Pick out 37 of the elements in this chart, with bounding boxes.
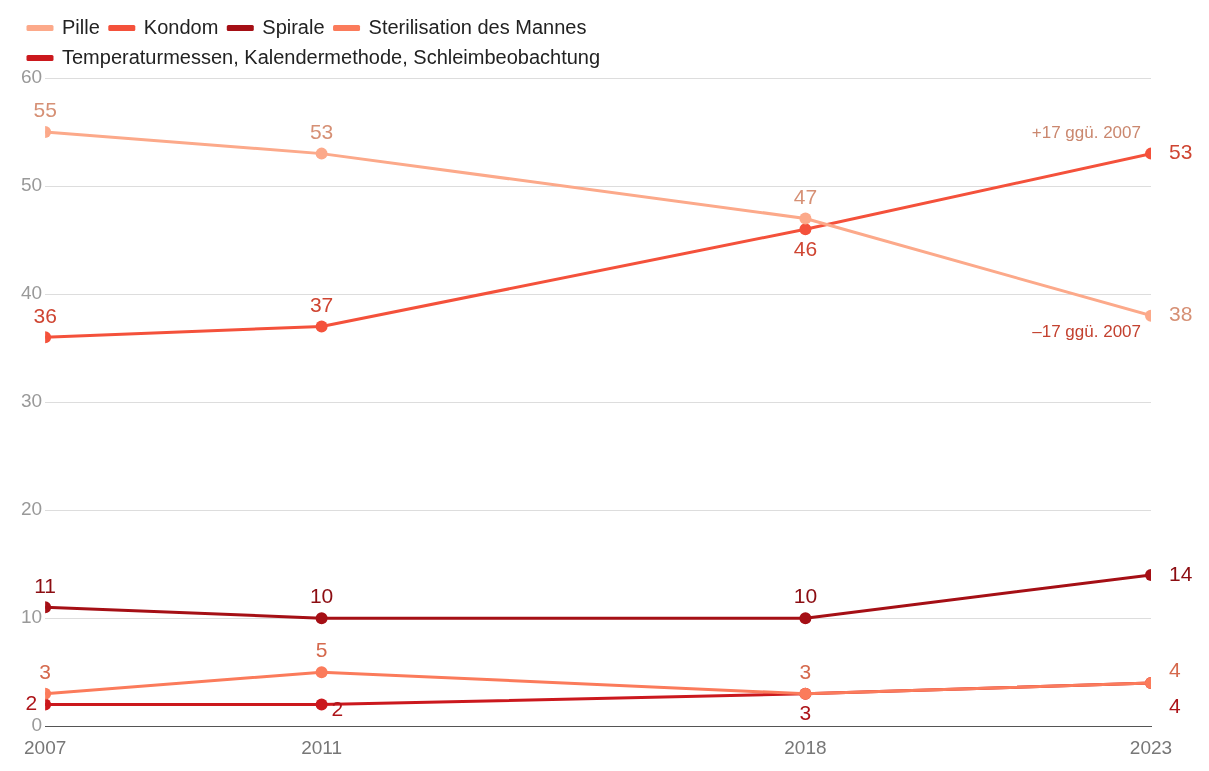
y-tick-label: 0: [31, 714, 43, 736]
data-label: 55: [33, 98, 57, 122]
data-label: 2: [25, 691, 38, 715]
data-label: 4: [1169, 657, 1181, 681]
annotation: +17 ggü. 2007: [1031, 122, 1141, 142]
x-tick-label: 2011: [301, 736, 343, 758]
data-label: 38: [1169, 302, 1193, 326]
legend-label: Pille: [62, 15, 100, 38]
legend-label: Kondom: [143, 15, 219, 38]
y-tick-label: 40: [20, 282, 43, 304]
y-tick-label: 10: [20, 606, 43, 628]
data-label: 10: [309, 584, 334, 608]
legend-label: Spirale: [262, 15, 325, 38]
data-label: 36: [33, 303, 57, 327]
data-label: 14: [1169, 561, 1193, 585]
y-tick-label: 50: [20, 174, 43, 196]
data-label: 53: [1169, 140, 1193, 164]
data-label: 3: [799, 660, 812, 684]
data-label: 3: [799, 701, 812, 725]
y-tick-label: 20: [20, 498, 43, 520]
data-label: 11: [34, 573, 57, 597]
data-label: 5: [315, 638, 328, 662]
data-label: 3: [39, 660, 51, 684]
data-label: 46: [793, 236, 818, 260]
data-label: 10: [793, 584, 818, 608]
y-tick-label: 30: [20, 390, 43, 412]
legend-label: Temperaturmessen, Kalendermethode, Schleimbeobachtung: [62, 45, 601, 68]
data-label: 53: [309, 119, 334, 143]
data-label: 37: [309, 292, 334, 316]
data-label: 4: [1169, 693, 1181, 717]
annotation: –17 ggü. 2007: [1032, 321, 1141, 341]
y-tick-label: 60: [20, 66, 43, 88]
data-label: 47: [793, 184, 818, 208]
legend-label: Sterilisation des Mannes: [368, 15, 587, 38]
x-tick-label: 2007: [23, 736, 67, 758]
x-tick-label: 2023: [1129, 736, 1173, 758]
x-tick-label: 2018: [784, 736, 827, 758]
